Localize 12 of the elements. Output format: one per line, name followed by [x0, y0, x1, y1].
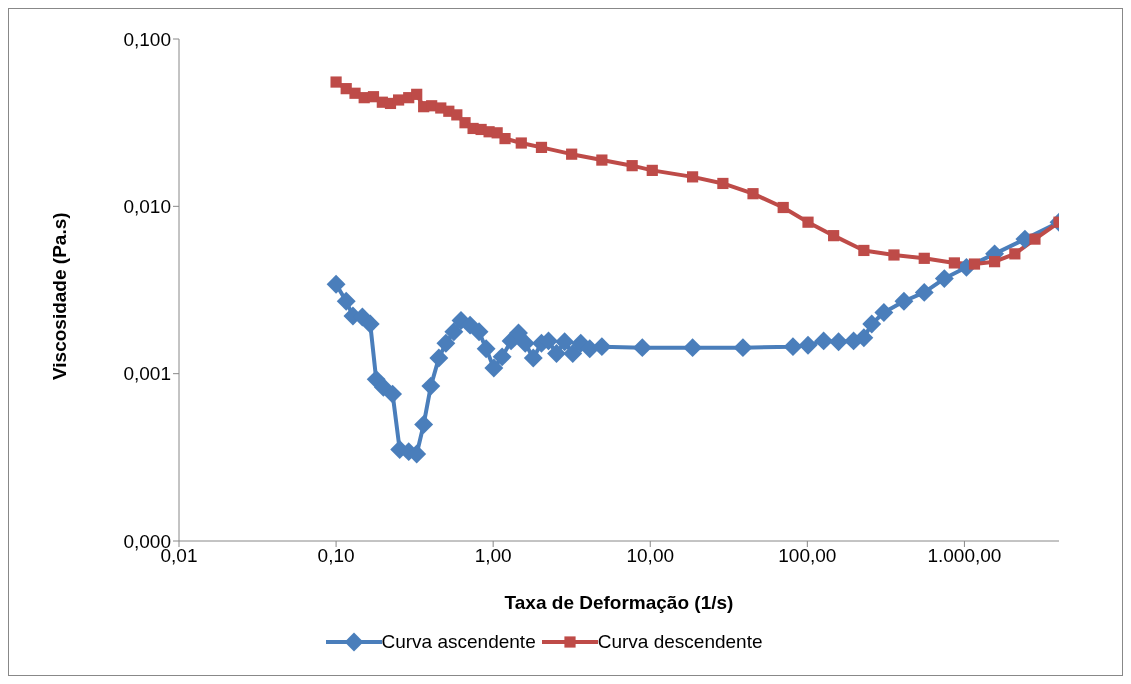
legend-label: Curva descendente	[597, 631, 763, 653]
y-tick-label: 0,001	[123, 363, 171, 385]
y-axis-title: Viscosidade (Pa.s)	[48, 212, 70, 380]
x-tick-label: 100,00	[778, 545, 837, 567]
x-tick-label: 10,00	[626, 545, 675, 567]
x-axis-title: Taxa de Deformação (1/s)	[504, 592, 734, 613]
y-tick-label: 0,010	[123, 196, 171, 218]
x-tick-label: 0,10	[317, 545, 355, 567]
x-tick-label: 1.000,00	[927, 545, 1002, 567]
x-tick-label: 1,00	[474, 545, 512, 567]
y-tick-label: 0,100	[123, 28, 171, 50]
legend-label: Curva ascendente	[381, 631, 536, 653]
